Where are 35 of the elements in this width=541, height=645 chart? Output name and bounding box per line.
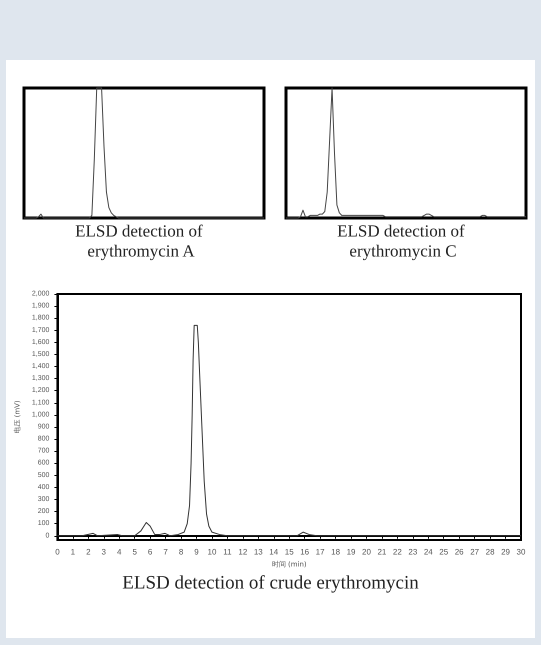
x-tick-label: 18 [331, 548, 341, 556]
x-tick-label: 20 [362, 548, 372, 556]
x-tick-label: 15 [284, 548, 294, 556]
x-tick-label: 30 [516, 548, 526, 556]
x-tick-label: 17 [316, 548, 326, 556]
x-tick-label: 27 [470, 548, 480, 556]
x-tick-label: 9 [194, 548, 200, 556]
x-tick-label: 25 [439, 548, 449, 556]
x-tick-label: 22 [392, 548, 402, 556]
x-tick-label: 4 [117, 548, 122, 556]
x-tick-label: 11 [223, 548, 232, 556]
x-tick-label: 10 [207, 548, 217, 556]
x-tick-label: 12 [238, 548, 248, 556]
text: ELSD detection of crude erythromycin [122, 572, 420, 594]
x-tick-label: 23 [408, 548, 418, 556]
x-tick-label: 13 [254, 548, 264, 556]
x-tick-label: 3 [102, 548, 107, 556]
x-tick-label: 28 [486, 548, 496, 556]
x-tick-label: 21 [377, 548, 387, 556]
x-tick-label: 2 [86, 548, 92, 556]
x-tick-label: 24 [424, 548, 434, 556]
x-tick-label: 8 [178, 548, 184, 556]
x-tick-label: 26 [454, 548, 464, 556]
x-tick-label: 0 [55, 548, 60, 556]
x-tick-label: 14 [269, 548, 279, 556]
x-tick-label: 6 [148, 548, 153, 556]
line-series [56, 324, 522, 536]
x-tick-label: 5 [132, 548, 138, 556]
text: ELSD detection of erythromycin C [337, 222, 469, 260]
x-tick-label: 7 [163, 548, 168, 556]
text: ELSD detection of erythromycin A [75, 222, 207, 260]
x-tick-label: 29 [501, 548, 511, 556]
x-tick-label: 16 [300, 548, 310, 556]
x-tick-label: 1 [70, 548, 76, 556]
x-tick-label: 19 [346, 548, 356, 556]
